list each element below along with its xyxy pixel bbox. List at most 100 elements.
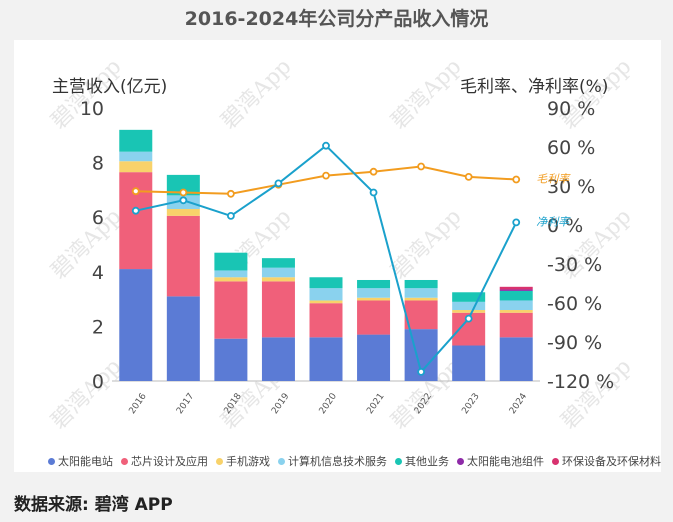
bar-segment: [167, 296, 200, 381]
bar-segment: [500, 310, 533, 313]
legend-label: 环保设备及环保材料: [562, 453, 661, 469]
left-tick-label: 8: [92, 153, 104, 175]
bar-segment: [214, 270, 247, 277]
watermark-text: 碧湾App: [387, 54, 467, 134]
bar-segment: [405, 280, 438, 288]
bar-segment: [119, 130, 152, 152]
x-tick-label: 2017: [175, 392, 196, 416]
legend-item: 太阳能电站: [48, 453, 113, 469]
bar-segment: [310, 277, 343, 288]
line-point: [180, 197, 186, 203]
left-tick-label: 6: [92, 207, 104, 229]
line-series-label: 毛利率: [536, 173, 571, 186]
legend-item: 手机游戏: [216, 453, 270, 469]
bar-segment: [214, 277, 247, 281]
line-point: [133, 208, 139, 214]
legend-item: 其他业务: [395, 453, 449, 469]
line-point: [466, 174, 472, 180]
line-point: [371, 190, 377, 196]
bar-segment: [452, 310, 485, 313]
line-point: [180, 190, 186, 196]
line-point: [466, 316, 472, 322]
line-point: [228, 191, 234, 197]
watermark-text: 碧湾App: [47, 354, 127, 434]
legend-label: 计算机信息技术服务: [288, 453, 387, 469]
bar-segment: [167, 216, 200, 297]
legend-item: 芯片设计及应用: [121, 453, 208, 469]
bar-segment: [262, 281, 295, 337]
legend-label: 芯片设计及应用: [131, 453, 208, 469]
bar-segment: [405, 288, 438, 298]
right-axis-title: 毛利率、净利率(%): [460, 77, 608, 97]
legend-marker: [121, 458, 128, 465]
bar-segment: [500, 300, 533, 310]
bar-segment: [500, 291, 533, 301]
line-point: [133, 188, 139, 194]
bar-segment: [452, 346, 485, 381]
left-tick-label: 4: [92, 262, 104, 284]
x-tick-label: 2024: [508, 391, 529, 416]
bar-segment: [214, 253, 247, 271]
x-tick-label: 2021: [365, 392, 386, 416]
bar-segment: [214, 281, 247, 338]
left-tick-label: 10: [80, 98, 104, 120]
bar-segment: [119, 172, 152, 269]
chart-legend: 太阳能电站 芯片设计及应用 手机游戏 计算机信息技术服务 其他业务 太阳能电池组件 环保设备…: [48, 453, 661, 469]
legend-marker: [216, 458, 223, 465]
bar-segment: [357, 335, 390, 381]
line-point: [513, 219, 519, 225]
bar-segment: [357, 298, 390, 301]
bar-segment: [310, 337, 343, 381]
bar-segment: [119, 161, 152, 172]
bar-segment: [500, 290, 533, 291]
watermark-text: 碧湾App: [217, 54, 297, 134]
line-point: [371, 169, 377, 175]
watermark-text: 碧湾App: [47, 204, 127, 284]
right-tick-label: -90 %: [547, 332, 602, 354]
bar-segment: [310, 303, 343, 337]
legend-label: 其他业务: [405, 453, 449, 469]
legend-marker: [457, 458, 464, 465]
legend-marker: [395, 458, 402, 465]
x-tick-label: 2023: [460, 392, 481, 416]
left-axis-title: 主营收入(亿元): [52, 77, 167, 97]
right-tick-label: 60 %: [547, 137, 595, 159]
watermark-text: 碧湾App: [387, 204, 467, 284]
right-tick-label: -60 %: [547, 293, 602, 315]
legend-item: 太阳能电池组件: [457, 453, 544, 469]
line-point: [418, 369, 424, 375]
line-point: [275, 180, 281, 186]
legend-item: 计算机信息技术服务: [278, 453, 387, 469]
data-source: 数据来源: 碧湾 APP: [14, 490, 173, 515]
bar-segment: [500, 313, 533, 338]
right-tick-label: 90 %: [547, 98, 595, 120]
bar-segment: [119, 269, 152, 381]
line-point: [418, 164, 424, 170]
legend-label: 太阳能电站: [58, 453, 113, 469]
legend-label: 太阳能电池组件: [467, 453, 544, 469]
bar-segment: [119, 152, 152, 162]
line-point: [228, 213, 234, 219]
bar-segment: [310, 288, 343, 300]
bar-segment: [167, 209, 200, 216]
bar-segment: [357, 288, 390, 298]
watermark-text: 碧湾App: [557, 354, 637, 434]
legend-label: 手机游戏: [226, 453, 270, 469]
line-point: [323, 143, 329, 149]
bar-segment: [262, 337, 295, 381]
line-series-label: 净利率: [536, 215, 571, 228]
bar-segment: [357, 280, 390, 288]
bar-segment: [357, 300, 390, 334]
bar-segment: [500, 337, 533, 381]
legend-marker: [552, 458, 559, 465]
bar-segment: [262, 277, 295, 281]
bar-segment: [214, 339, 247, 381]
legend-marker: [278, 458, 285, 465]
bar-segment: [262, 258, 295, 268]
right-tick-label: -120 %: [547, 371, 614, 393]
right-tick-label: -30 %: [547, 254, 602, 276]
x-tick-label: 2020: [318, 391, 339, 416]
bar-segment: [405, 298, 438, 301]
left-tick-label: 0: [92, 371, 104, 393]
